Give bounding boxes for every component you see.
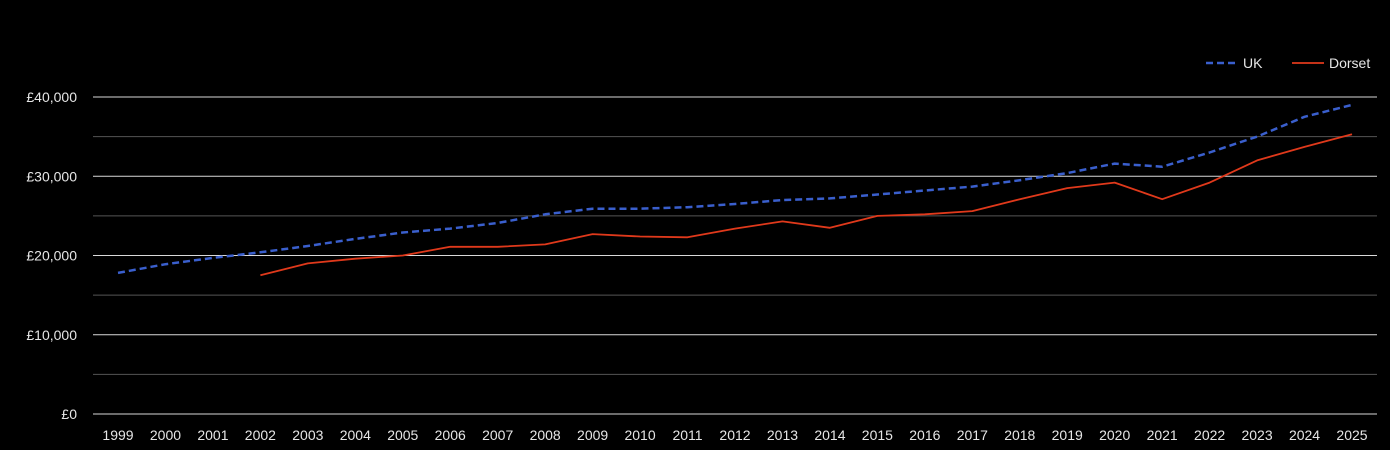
x-tick-label: 2017 <box>957 427 988 443</box>
x-tick-label: 2020 <box>1099 427 1130 443</box>
x-tick-label: 2000 <box>150 427 181 443</box>
series-line-dorset <box>260 133 1353 277</box>
x-tick-label: 2016 <box>909 427 940 443</box>
x-tick-label: 2015 <box>862 427 893 443</box>
x-tick-label: 2003 <box>292 427 323 443</box>
y-tick-label: £40,000 <box>26 89 77 105</box>
legend-label-dorset: Dorset <box>1329 55 1370 71</box>
x-tick-label: 2008 <box>530 427 561 443</box>
x-tick-label: 2021 <box>1147 427 1178 443</box>
x-tick-label: 2019 <box>1052 427 1083 443</box>
x-tick-label: 2009 <box>577 427 608 443</box>
x-tick-label: 2004 <box>340 427 371 443</box>
y-tick-label: £10,000 <box>26 327 77 343</box>
x-tick-label: 2025 <box>1336 427 1367 443</box>
legend-label-uk: UK <box>1243 55 1263 71</box>
x-tick-label: 2002 <box>245 427 276 443</box>
y-tick-label: £0 <box>61 406 77 422</box>
x-tick-label: 2014 <box>814 427 845 443</box>
x-tick-label: 1999 <box>102 427 133 443</box>
x-tick-label: 2024 <box>1289 427 1320 443</box>
x-tick-label: 2022 <box>1194 427 1225 443</box>
x-tick-label: 2010 <box>624 427 655 443</box>
axes: £0 £10,000 £20,000 £30,000 £40,000 1999 2000 20… <box>26 89 1367 443</box>
x-tick-label: 2023 <box>1241 427 1272 443</box>
legend: UK Dorset <box>1206 55 1370 71</box>
y-tick-label: £20,000 <box>26 248 77 264</box>
x-tick-label: 2006 <box>435 427 466 443</box>
x-tick-label: 2011 <box>672 427 702 443</box>
series <box>117 103 1353 277</box>
y-tick-label: £30,000 <box>26 168 77 184</box>
series-line-uk <box>117 103 1353 275</box>
grid <box>93 96 1377 415</box>
x-tick-label: 2012 <box>719 427 750 443</box>
x-tick-label: 2013 <box>767 427 798 443</box>
x-tick-label: 2001 <box>197 427 228 443</box>
x-tick-label: 2005 <box>387 427 418 443</box>
x-tick-label: 2007 <box>482 427 513 443</box>
x-tick-label: 2018 <box>1004 427 1035 443</box>
